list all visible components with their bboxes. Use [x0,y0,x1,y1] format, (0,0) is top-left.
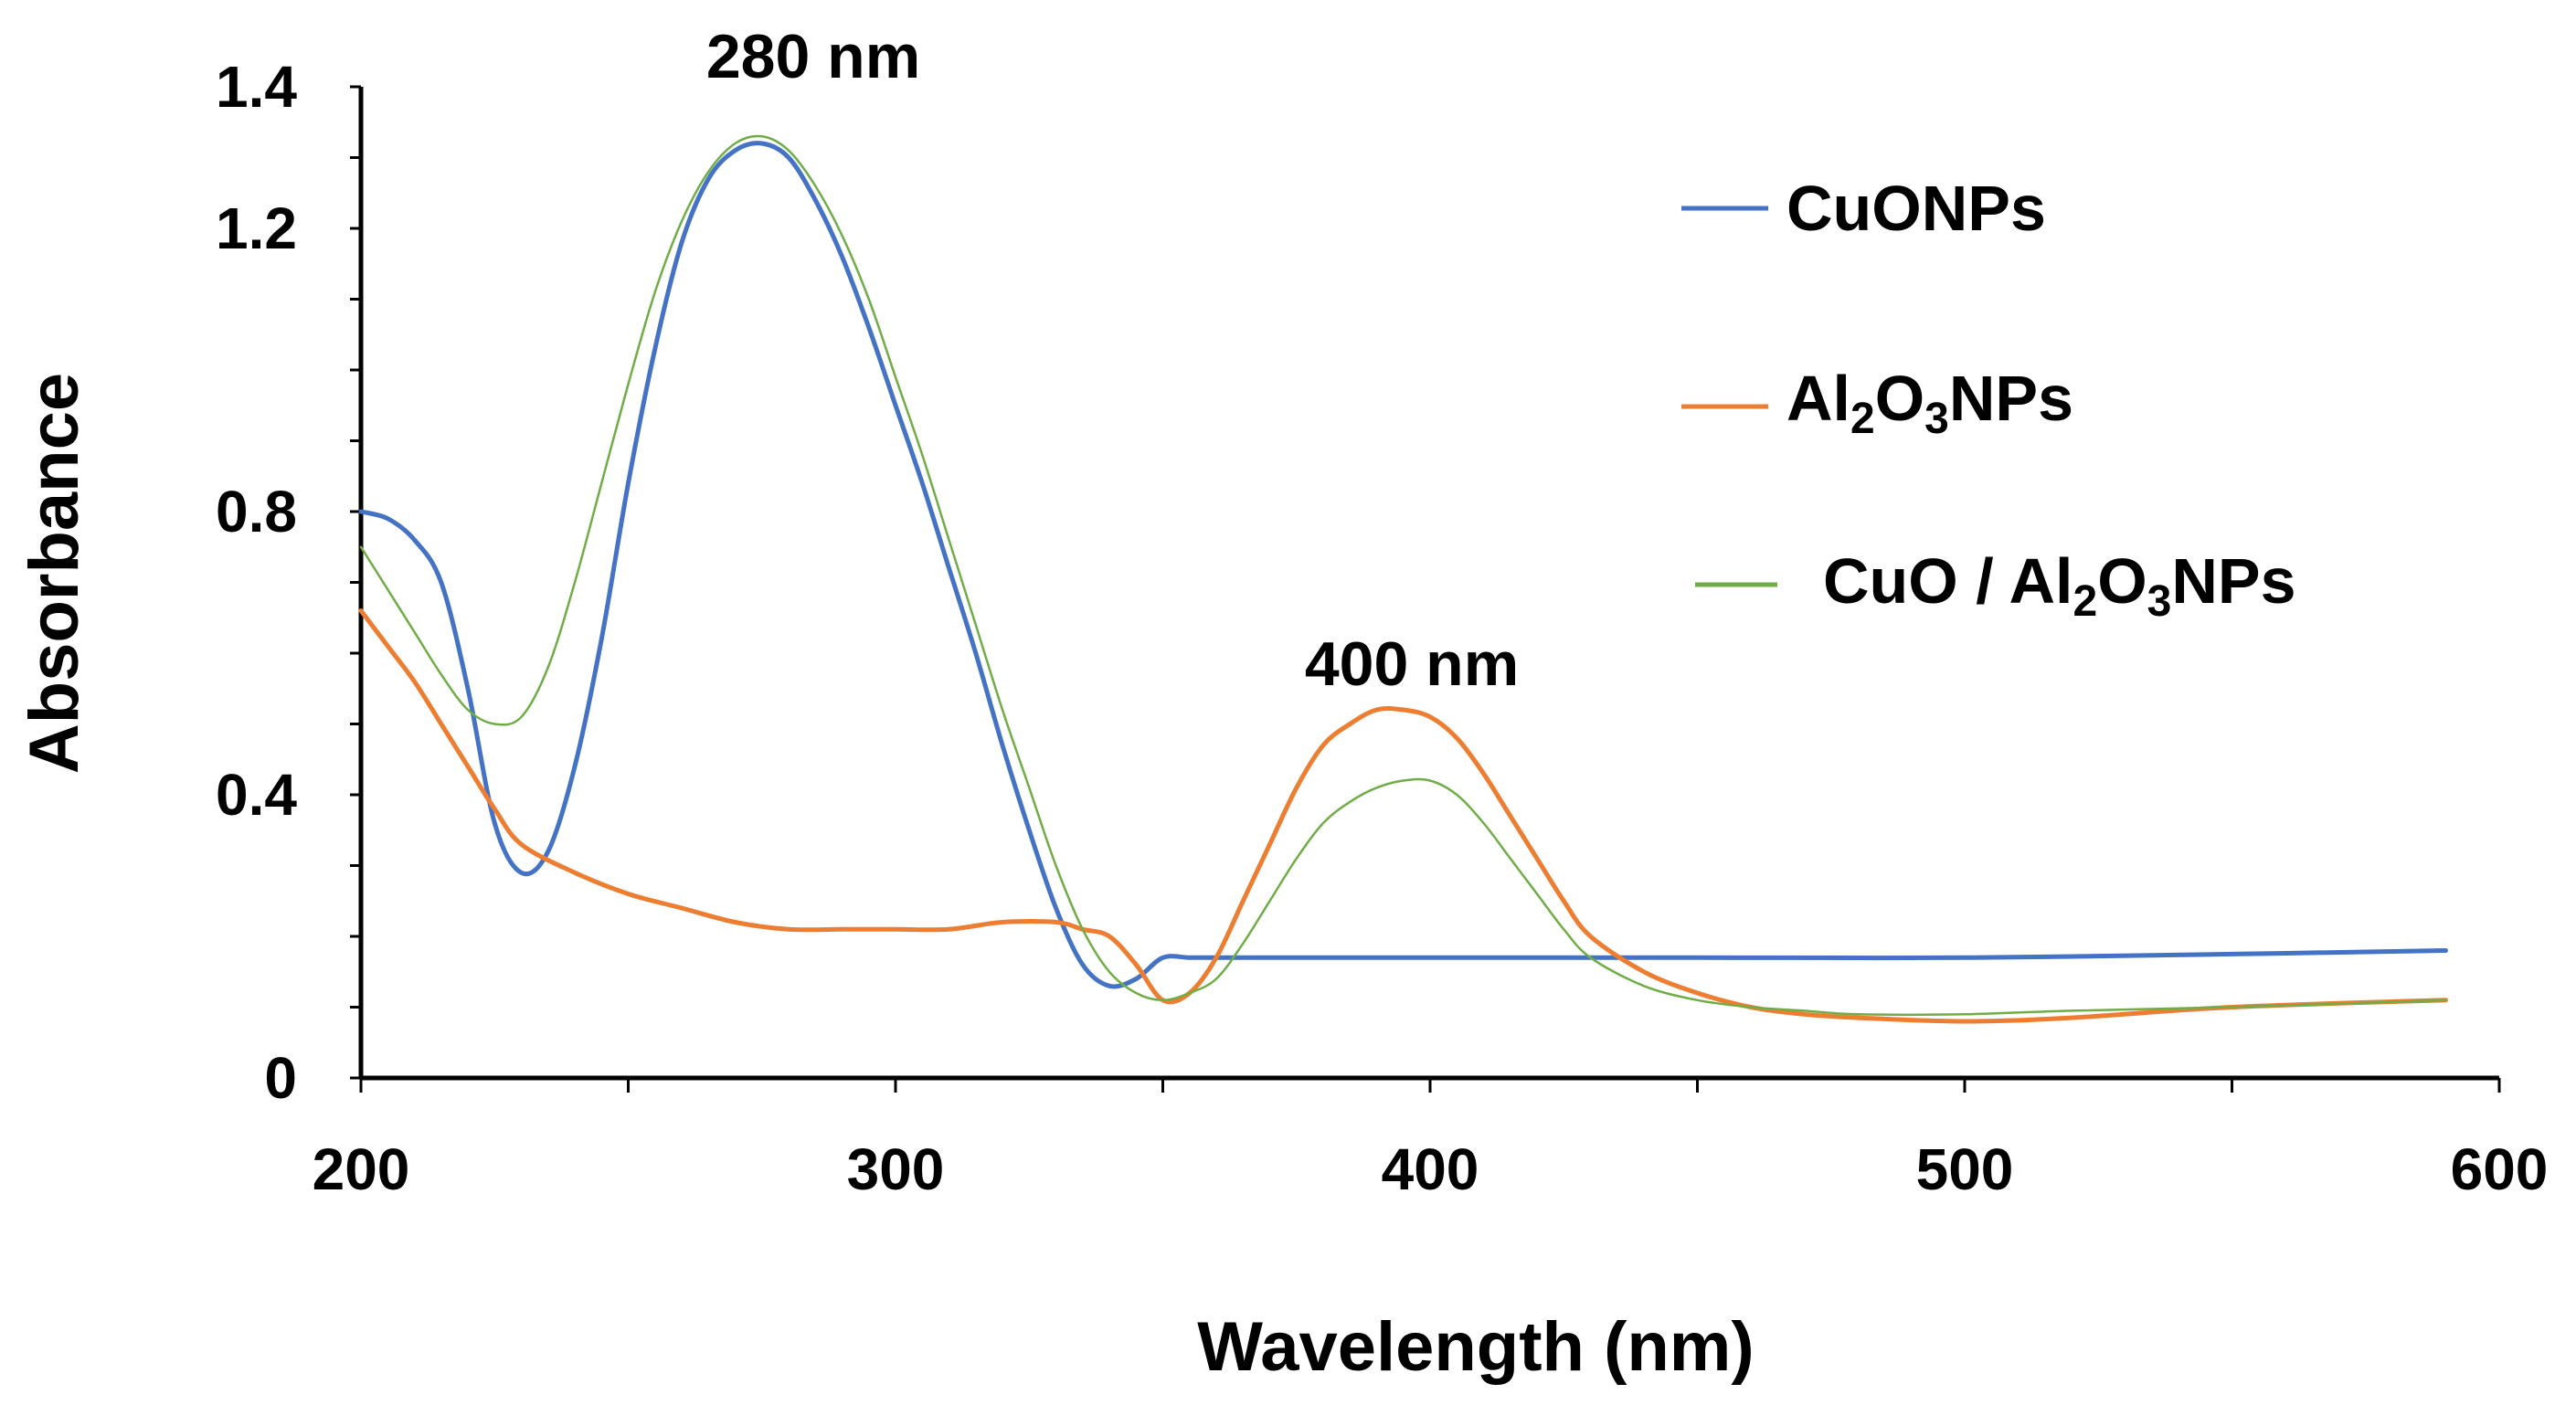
peak-annotation: 400 nm [1305,629,1519,699]
legend-label: CuONPs [1786,173,2046,244]
y-tick-label: 1.2 [216,195,297,261]
legend-label-subscript: 3 [2147,577,2172,626]
y-tick-label: 0.4 [216,762,297,828]
x-axis-title: Wavelength (nm) [1197,1308,1754,1386]
peak-annotation: 280 nm [706,22,920,91]
legend-label-main: CuO / Al [1823,545,2073,617]
legend-label-main: CuONPs [1786,173,2046,244]
legend-label-subscript: 3 [1924,395,1949,443]
legend-label: CuO / Al2O3NPs [1823,545,2296,626]
legend-label-mid: O [1875,363,1924,434]
legend-item-cuo-al2o3nps: CuO / Al2O3NPs [1695,545,2296,626]
legend-item-cuonps: CuONPs [1681,173,2046,244]
series-group [358,134,2448,1024]
axes: 0 0.4 0.8 1.2 1.4 200 300 400 500 600 Wavelength (… [16,54,2548,1386]
legend-label-subscript: 2 [2073,577,2098,626]
series-line-cuo-al2o3nps [359,134,2447,1016]
legend-label-subscript: 2 [1850,395,1875,443]
x-tick-label: 300 [847,1136,945,1202]
y-axis-title: Absorbance [16,373,93,774]
y-tick-label: 0.8 [216,479,297,544]
legend-label: Al2O3NPs [1786,363,2073,443]
x-tick-label: 500 [1916,1136,2014,1202]
legend-item-al2o3nps: Al2O3NPs [1681,363,2073,443]
annotations: 280 nm 400 nm [706,22,1519,699]
y-tick-label: 0 [264,1045,297,1111]
x-tick-label: 400 [1382,1136,1479,1202]
legend-label-mid: O [2097,545,2147,617]
y-tick-label: 1.4 [216,54,297,120]
legend-label-tail: NPs [1949,363,2073,434]
legend-label-main: Al [1786,363,1850,434]
legend-label-tail: NPs [2171,545,2295,617]
x-tick-label: 200 [313,1136,410,1202]
series-line-cuonps [358,141,2448,989]
x-tick-label: 600 [2451,1136,2549,1202]
